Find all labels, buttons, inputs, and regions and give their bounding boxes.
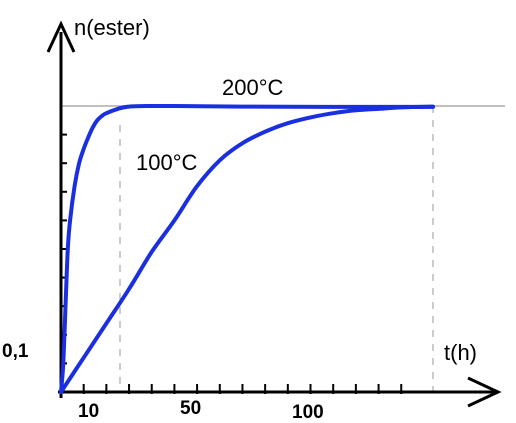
x-tick-label-100: 100 — [292, 402, 324, 423]
x-axis-arrowhead — [467, 376, 502, 408]
x-tick-label-50: 50 — [180, 398, 201, 419]
labels: n(ester) t(h) 0,1 10 50 100 200°C 100°C — [2, 15, 477, 423]
series-label-200c: 200°C — [222, 75, 284, 100]
y-axis-arrowhead — [46, 20, 76, 53]
series-label-100c: 100°C — [136, 150, 198, 175]
x-axis-ticks — [82, 384, 403, 394]
x-tick-label-10: 10 — [78, 401, 99, 422]
guide-lines — [61, 105, 505, 392]
x-axis-label: t(h) — [444, 340, 477, 365]
series-layer — [59, 103, 435, 394]
axes — [46, 20, 502, 408]
y-axis-label: n(ester) — [74, 15, 150, 40]
series-line-200c — [59, 103, 435, 394]
series-line-100c — [59, 104, 435, 394]
y-tick-label-0-1: 0,1 — [2, 341, 29, 362]
